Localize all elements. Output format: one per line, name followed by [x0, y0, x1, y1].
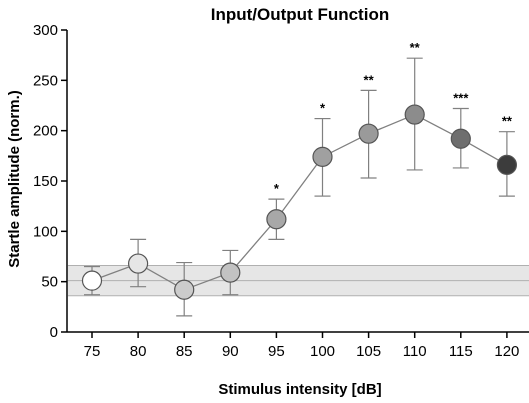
x-tick-label: 95 [268, 343, 285, 360]
significance-label: ** [410, 40, 421, 55]
y-tick-label: 100 [33, 223, 58, 240]
x-axis-label: Stimulus intensity [dB] [218, 381, 381, 398]
data-point [496, 154, 517, 175]
x-tick-label: 105 [356, 343, 381, 360]
significance-group: *********** [274, 40, 513, 196]
y-tick-label: 150 [33, 173, 58, 190]
y-tick-label: 50 [41, 274, 58, 291]
y-tick-label: 0 [50, 324, 58, 341]
data-point [358, 123, 379, 144]
x-tick-label: 90 [222, 343, 239, 360]
x-tick-label: 120 [494, 343, 519, 360]
x-tick-label: 85 [176, 343, 193, 360]
x-tick-label: 115 [449, 343, 473, 360]
series-line-group [91, 113, 508, 291]
data-point [174, 279, 195, 300]
data-point [128, 253, 149, 274]
data-point [312, 146, 333, 167]
series-line [91, 113, 508, 291]
data-point [266, 209, 287, 230]
data-point [81, 270, 103, 291]
y-axis-label: Startle amplitude (norm.) [6, 90, 23, 268]
x-tick-label: 100 [310, 343, 335, 360]
significance-label: * [274, 181, 280, 196]
significance-label: *** [453, 91, 469, 106]
data-point [450, 128, 471, 149]
significance-label: ** [364, 72, 375, 87]
y-tick-label: 250 [33, 72, 58, 89]
chart-title: Input/Output Function [211, 5, 389, 24]
y-tick-label: 200 [33, 123, 58, 140]
y-ticks-group: 0 50 100 150 200 250 300 [33, 22, 67, 341]
x-tick-label: 110 [403, 343, 427, 360]
x-tick-label: 75 [84, 343, 101, 360]
data-point [220, 262, 241, 283]
significance-label: * [320, 101, 326, 116]
x-tick-label: 80 [130, 343, 147, 360]
significance-label: ** [502, 114, 513, 129]
x-ticks-group: 75 80 85 90 95 100 105 110 115 120 [84, 332, 519, 360]
data-point [404, 104, 425, 125]
data-points-group [81, 104, 517, 300]
y-tick-label: 300 [33, 22, 58, 39]
